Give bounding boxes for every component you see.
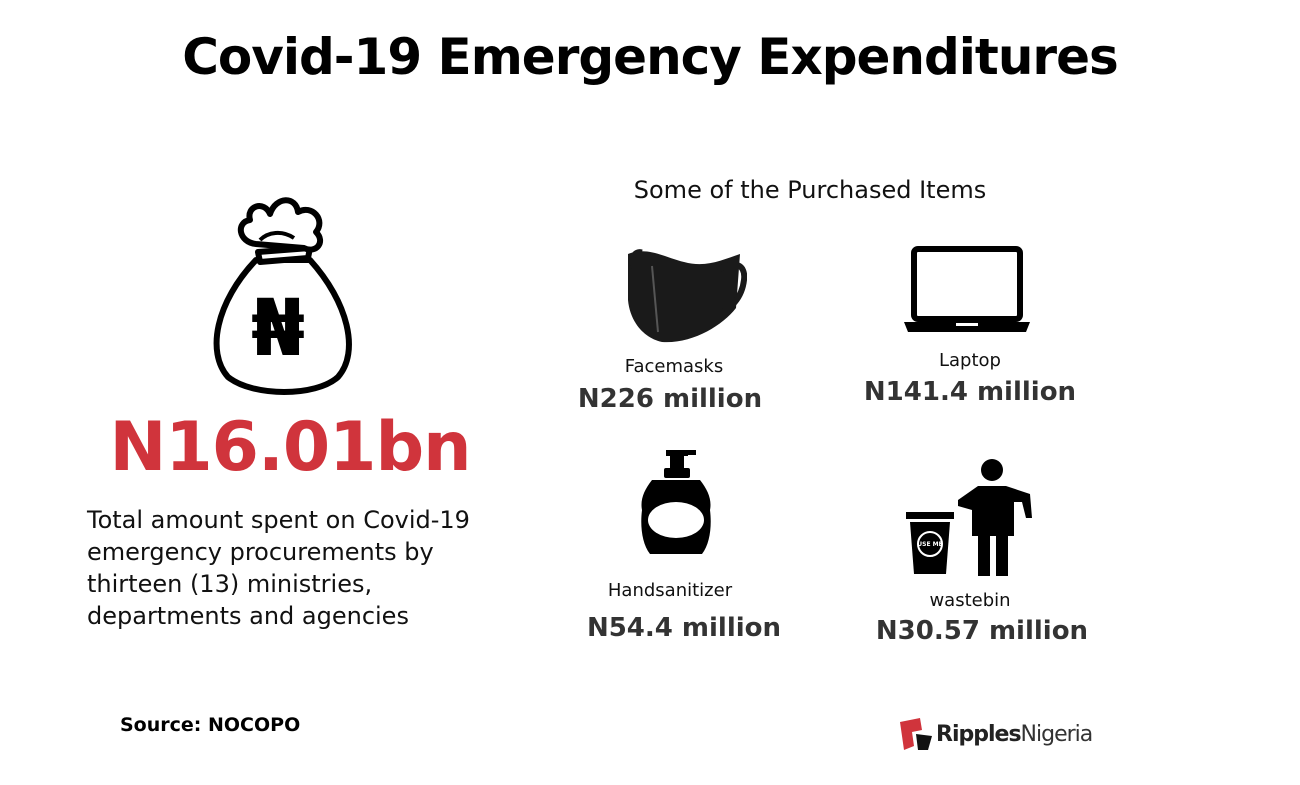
total-amount: N16.01bn xyxy=(109,408,471,487)
item-label-facemasks: Facemasks xyxy=(624,356,724,377)
item-label-wastebin: wastebin xyxy=(929,590,1011,611)
money-bag-icon: ₦ xyxy=(198,192,368,397)
total-description: Total amount spent on Covid-19 emergency… xyxy=(87,506,470,630)
laptop-icon xyxy=(902,246,1032,334)
naira-symbol: ₦ xyxy=(251,284,305,374)
hand-sanitizer-icon xyxy=(638,446,714,558)
items-heading: Some of the Purchased Items xyxy=(633,176,987,204)
ripples-logo-icon xyxy=(900,718,932,750)
item-label-laptop: Laptop xyxy=(939,350,1001,371)
item-amount-wastebin: N30.57 million xyxy=(875,616,1089,646)
page-title: Covid-19 Emergency Expenditures xyxy=(182,28,1119,86)
item-amount-laptop: N141.4 million xyxy=(863,377,1077,407)
brand-name-part2: Nigeria xyxy=(1020,721,1094,747)
item-amount-facemasks: N226 million xyxy=(577,384,763,414)
brand-name-part1: Ripples xyxy=(936,721,1022,747)
brand-logo: RipplesNigeria xyxy=(898,716,1094,752)
item-label-handsanitizer: Handsanitizer xyxy=(607,580,733,601)
facemask-icon xyxy=(622,240,747,348)
wastebin-icon: USE ME xyxy=(902,456,1042,578)
source-note: Source: NOCOPO xyxy=(120,714,301,736)
bin-label-text: USE ME xyxy=(917,541,942,548)
item-amount-handsanitizer: N54.4 million xyxy=(586,613,782,643)
